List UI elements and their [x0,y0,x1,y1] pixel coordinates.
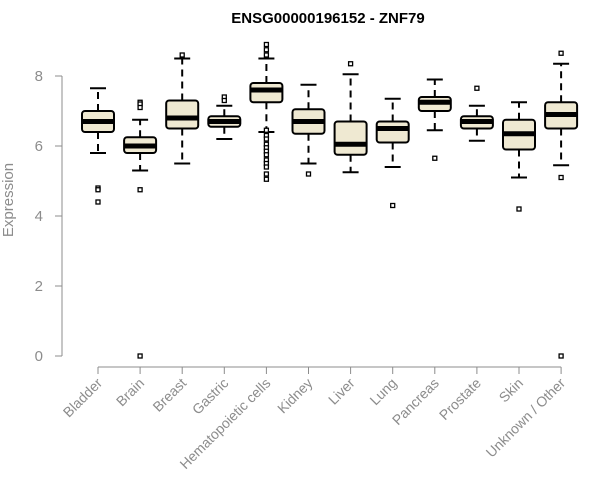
chart-title: ENSG00000196152 - ZNF79 [231,10,424,27]
outlier-point [263,136,270,142]
outlier-point [347,61,354,67]
outlier-point [390,202,396,209]
outlier-point [558,353,564,359]
outlier-point [263,127,270,133]
outlier-point [263,171,270,177]
outlier-point [558,50,564,56]
outlier-point [558,174,564,181]
x-tick-label: Brain [113,375,147,409]
outlier-point [263,152,270,158]
box-skin [502,101,536,212]
iqr-box [375,120,410,144]
outlier-point [221,97,227,104]
y-tick-label: 0 [35,348,43,365]
outlier-point [137,104,143,111]
outlier-point [516,206,522,212]
axes: 0 2 4 6 8 [35,68,562,368]
x-tick-label: Bladder [60,375,106,421]
box-liver [333,61,368,174]
outlier-point [432,155,438,161]
box-unknown-other [544,50,579,359]
outlier-point [263,164,270,170]
outlier-point [263,41,270,48]
outlier-point [95,199,101,205]
outlier-point [305,171,312,177]
x-tick-label: Skin [496,375,527,406]
box-gastric [207,94,242,140]
outlier-point [474,85,480,91]
outlier-point [95,187,101,193]
x-tick-label: Liver [325,375,358,408]
box-breast [165,52,200,165]
y-tick-label: 4 [35,208,43,225]
x-tick-label: Pancreas [389,375,442,428]
box-pancreas [417,78,452,161]
x-tick-label: Lung [366,375,399,408]
x-tick-label: Kidney [274,375,316,417]
box-brain [123,99,158,359]
box-prostate [459,85,494,142]
y-tick-label: 8 [35,68,43,85]
x-tick-label: Breast [149,375,189,415]
x-tick-label: Prostate [436,375,484,423]
outlier-point [137,187,143,193]
y-tick-label: 2 [35,278,43,295]
x-tick-label: Unknown / Other [483,375,569,461]
outlier-point [263,47,270,53]
iqr-box [333,120,368,156]
outlier-point [263,52,270,58]
box-kidney [291,83,326,177]
y-tick-label: 6 [35,138,43,155]
y-axis-label: Expression [0,163,17,237]
box-bladder [81,87,115,205]
outlier-point [179,52,185,58]
iqr-box [249,82,284,104]
box-lung [375,97,410,209]
box-hematopoietic-cells [249,41,284,182]
outlier-point [263,176,270,182]
outlier-point [137,353,143,359]
boxes-layer [81,41,579,359]
iqr-box [165,99,200,130]
